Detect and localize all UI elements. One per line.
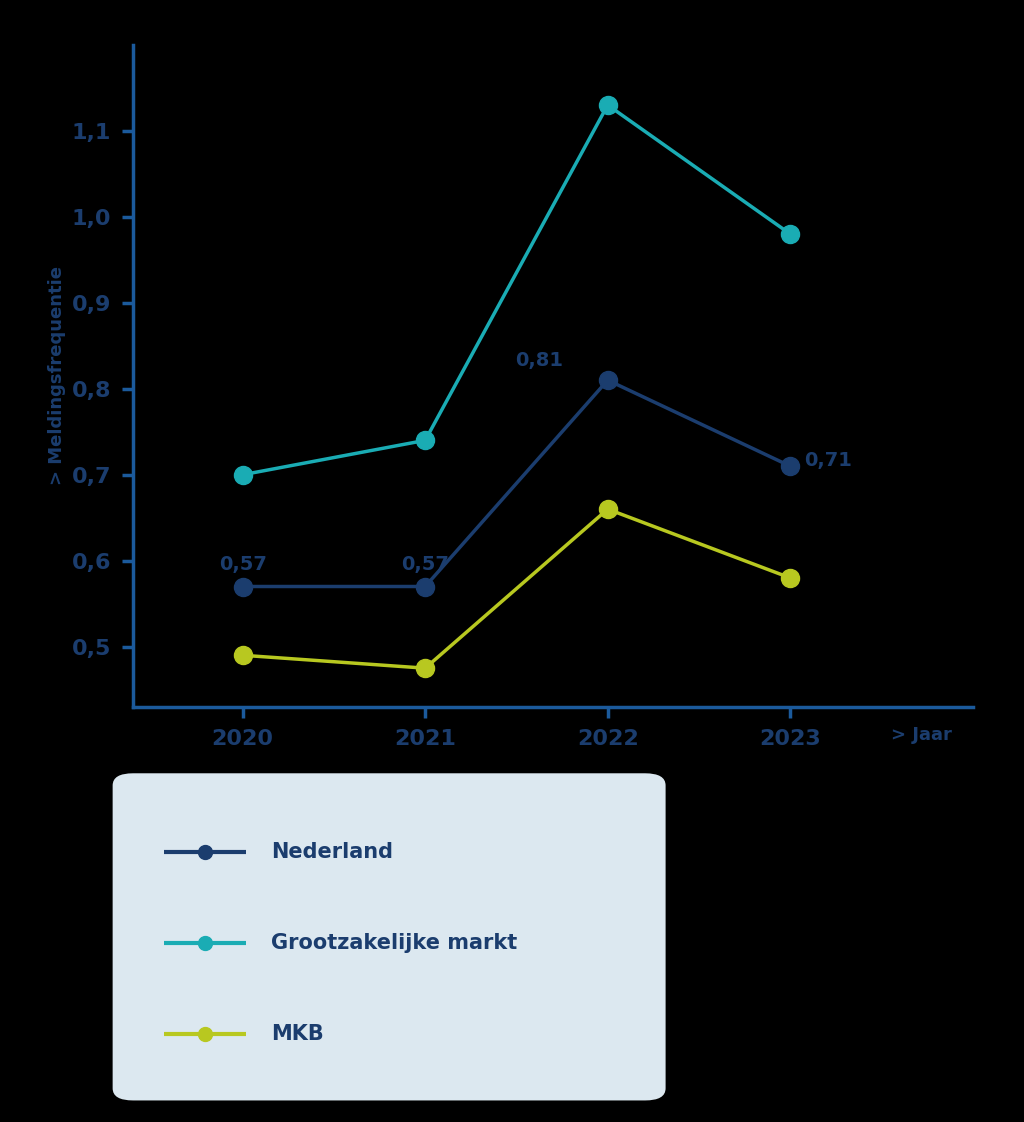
Text: > Jaar: > Jaar bbox=[891, 726, 951, 744]
FancyBboxPatch shape bbox=[113, 773, 666, 1101]
Text: Grootzakelijke markt: Grootzakelijke markt bbox=[271, 932, 517, 953]
Text: 0,57: 0,57 bbox=[401, 555, 450, 573]
Text: 0,57: 0,57 bbox=[219, 555, 266, 573]
Text: 0,71: 0,71 bbox=[804, 451, 852, 470]
Text: 0,81: 0,81 bbox=[515, 351, 563, 370]
Text: Nederland: Nederland bbox=[271, 842, 393, 862]
Y-axis label: > Meldingsfrequentie: > Meldingsfrequentie bbox=[48, 266, 66, 486]
Text: MKB: MKB bbox=[271, 1023, 325, 1043]
